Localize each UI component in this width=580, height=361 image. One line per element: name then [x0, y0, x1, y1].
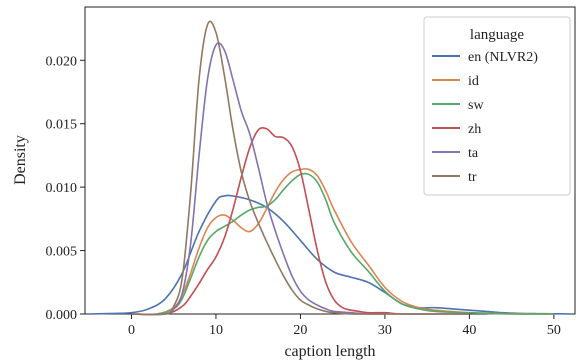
x-tick-label: 40	[462, 323, 476, 338]
series-line-tr	[131, 20, 470, 316]
series-line-sw	[131, 172, 554, 316]
legend-label-sw: sw	[468, 98, 484, 113]
axis-ticks: 0 10 20 30 40 50 0.000 0.005 0.010 0.015 0.020	[46, 54, 561, 338]
y-tick-label: 0.000	[46, 308, 78, 323]
series-lines	[89, 20, 571, 316]
legend: language en (NLVR2) id sw zh ta tr	[423, 16, 571, 196]
legend-box	[423, 16, 571, 196]
series-line-en-nlvr2	[89, 194, 571, 315]
y-tick-label: 0.010	[46, 181, 78, 196]
x-tick-label: 50	[547, 323, 561, 338]
legend-label-en-nlvr2: en (NLVR2)	[468, 50, 538, 65]
series-line-id	[131, 168, 554, 316]
y-tick-label: 0.005	[46, 245, 78, 260]
x-axis-label: caption length	[284, 343, 375, 360]
legend-label-ta: ta	[468, 146, 479, 161]
x-tick-label: 0	[128, 323, 135, 338]
plot-frame	[84, 6, 576, 315]
legend-label-tr: tr	[468, 170, 477, 185]
y-tick-label: 0.020	[46, 54, 78, 69]
legend-label-zh: zh	[468, 122, 481, 137]
x-tick-label: 30	[378, 323, 392, 338]
legend-title: language	[470, 27, 524, 43]
x-tick-label: 10	[209, 323, 223, 338]
y-axis-label: Density	[12, 135, 29, 185]
x-tick-label: 20	[293, 323, 307, 338]
series-line-zh	[131, 127, 470, 316]
legend-items: en (NLVR2) id sw zh ta tr	[432, 50, 538, 185]
y-tick-label: 0.015	[46, 118, 78, 133]
legend-label-id: id	[468, 74, 479, 89]
